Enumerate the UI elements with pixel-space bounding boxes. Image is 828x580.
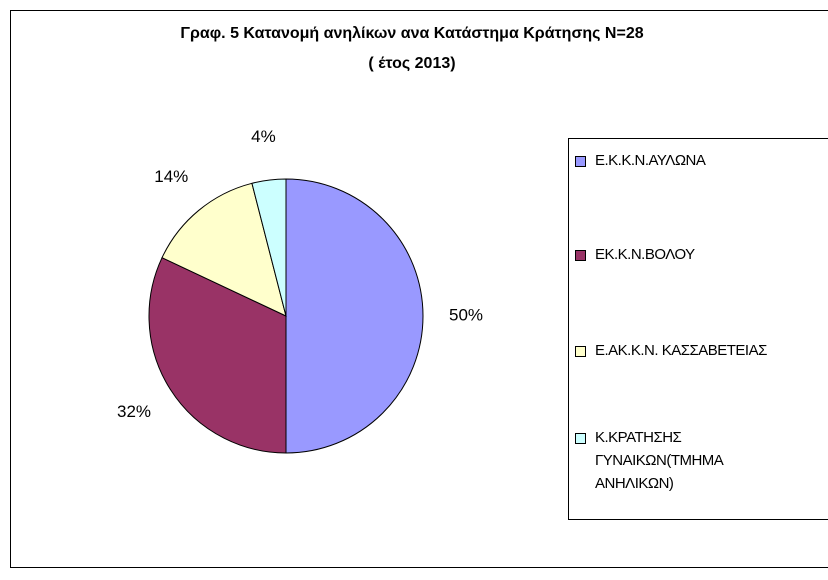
legend-swatch — [575, 156, 586, 167]
chart-title: Γραφ. 5 Κατανομή ανηλίκων ανα Κατάστημα … — [180, 25, 643, 42]
data-label: 50% — [449, 305, 483, 324]
legend-swatch — [575, 346, 586, 357]
legend-label: ΕΚ.Κ.Ν.ΒΟΛΟΥ — [595, 246, 695, 263]
chart-frame — [10, 10, 828, 568]
legend-swatch — [575, 433, 586, 444]
data-label: 4% — [251, 127, 276, 146]
chart-subtitle: ( έτος 2013) — [368, 55, 455, 72]
legend-label: Κ.ΚΡΑΤΗΣΗΣ ΓΥΝΑΙΚΩΝ(ΤΜΗΜΑ ΑΝΗΛΙΚΩΝ) — [595, 429, 723, 492]
pie-slice — [251, 178, 287, 317]
legend: Ε.Κ.Κ.Ν.ΑΥΛΩΝΑ ΕΚ.Κ.Ν.ΒΟΛΟΥ Ε.ΑΚ.Κ.Ν. ΚΑΣΣ… — [568, 138, 828, 520]
legend-item: Ε.ΑΚ.Κ.Ν. ΚΑΣΣΑΒΕΤΕΙΑΣ — [575, 339, 767, 362]
legend-label: Ε.Κ.Κ.Ν.ΑΥΛΩΝΑ — [595, 152, 706, 169]
legend-item: Ε.Κ.Κ.Ν.ΑΥΛΩΝΑ — [575, 149, 706, 172]
legend-item: Κ.ΚΡΑΤΗΣΗΣ ΓΥΝΑΙΚΩΝ(ΤΜΗΜΑ ΑΝΗΛΙΚΩΝ) — [575, 426, 730, 495]
data-label: 32% — [117, 402, 151, 421]
legend-swatch — [575, 250, 586, 261]
pie-slice — [148, 257, 287, 454]
pie-slice — [285, 178, 424, 454]
legend-label: Ε.ΑΚ.Κ.Ν. ΚΑΣΣΑΒΕΤΕΙΑΣ — [595, 342, 767, 359]
pie-slice — [161, 182, 287, 317]
data-label: 14% — [154, 167, 188, 186]
legend-item: ΕΚ.Κ.Ν.ΒΟΛΟΥ — [575, 243, 695, 266]
